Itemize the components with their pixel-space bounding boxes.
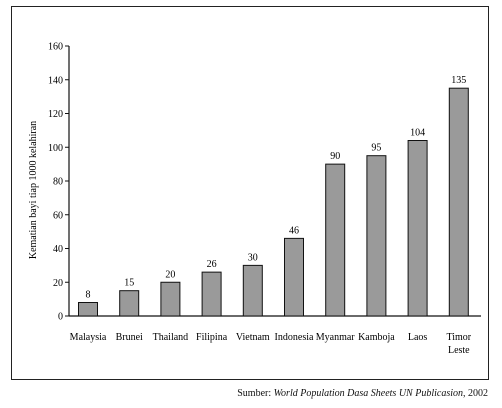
y-tick-label: 20 <box>53 278 63 289</box>
source-label: Sumber: <box>237 388 272 399</box>
y-tick-label: 40 <box>53 244 63 255</box>
x-tick-label: Vietnam <box>236 332 270 343</box>
x-tick-label: Filipina <box>196 332 228 343</box>
data-label: 15 <box>124 278 134 289</box>
bar <box>325 163 346 317</box>
source-year: , 2002 <box>463 388 488 399</box>
data-label: 135 <box>451 75 466 86</box>
data-label: 8 <box>86 290 91 301</box>
chart-frame <box>11 6 489 380</box>
y-tick-label: 80 <box>53 177 63 188</box>
labels-group: 8 Malaysia 15 Brunei 20 Thailand 26 Filipina 30 V… <box>70 75 472 356</box>
bar <box>201 271 222 317</box>
data-label: 104 <box>410 128 425 139</box>
x-tick-label: Laos <box>408 332 428 343</box>
bar <box>448 87 469 317</box>
bar <box>160 281 181 317</box>
bar <box>407 140 428 317</box>
data-label: 20 <box>165 269 175 280</box>
bar <box>78 302 98 317</box>
data-label: 95 <box>371 143 381 154</box>
y-tick-label: 120 <box>48 109 63 120</box>
x-tick-label: Malaysia <box>70 332 107 343</box>
source-title: World Population Dasa Sheets UN Publicas… <box>273 388 463 399</box>
y-tick-label: 0 <box>58 312 63 323</box>
x-tick-label: Indonesia <box>275 332 314 343</box>
y-axis-label: Kematian bayi tiap 1000 kelahiran <box>28 121 39 259</box>
x-tick-label: Kamboja <box>358 332 395 343</box>
data-label: 26 <box>207 259 217 270</box>
bar <box>284 237 304 317</box>
data-label: 30 <box>248 252 258 263</box>
bar <box>366 155 387 317</box>
x-tick-label: Leste <box>448 345 470 356</box>
data-label: 46 <box>289 225 299 236</box>
y-tick-label: 140 <box>48 75 63 86</box>
bar <box>242 264 263 317</box>
x-tick-label: Brunei <box>116 332 143 343</box>
x-tick-label: Myanmar <box>316 332 356 343</box>
bar <box>119 290 140 317</box>
bars-group <box>78 87 469 317</box>
x-tick-label: Thailand <box>153 332 189 343</box>
y-tick-label: 160 <box>48 42 63 53</box>
x-tick-label: Timor <box>446 332 471 343</box>
y-tick-label: 100 <box>48 143 63 154</box>
source-note: Sumber: World Population Dasa Sheets UN … <box>237 388 488 399</box>
data-label: 90 <box>330 151 340 162</box>
y-tick-label: 60 <box>53 210 63 221</box>
